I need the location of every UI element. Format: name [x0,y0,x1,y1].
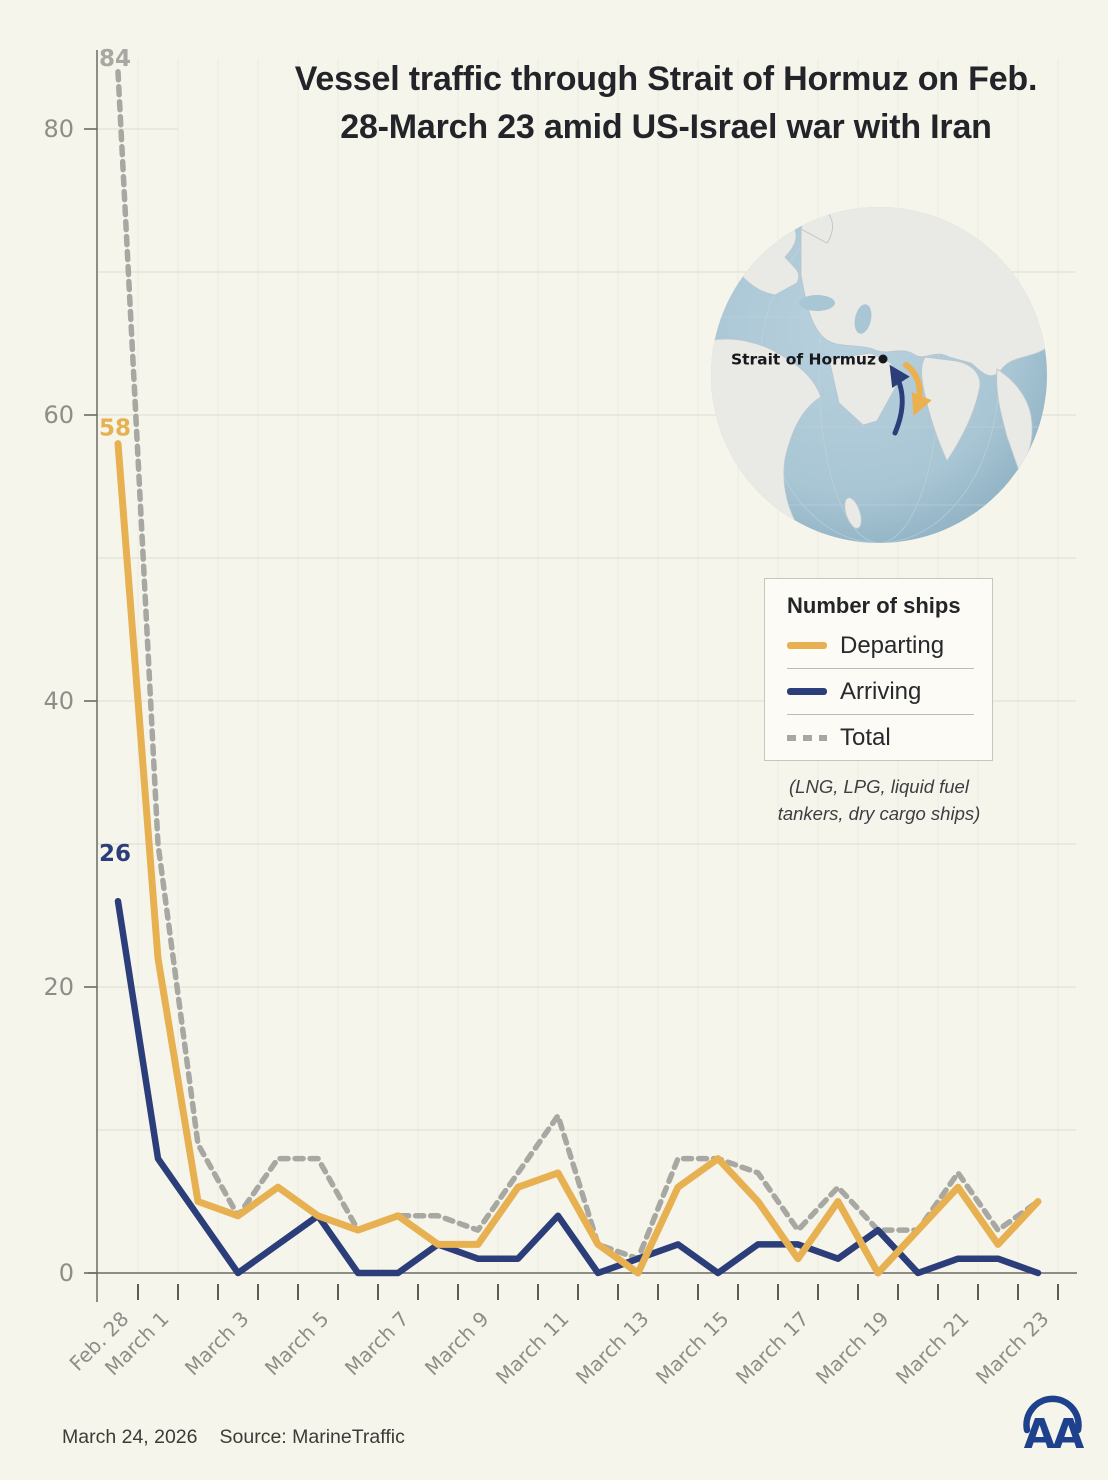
vessel-types-note: (LNG, LPG, liquid fuel tankers, dry carg… [777,776,981,824]
total-start-value: 84 [99,46,131,72]
x-tick-label: March 7 [340,1307,414,1381]
aa-logo-letters: AA [1024,1410,1085,1458]
y-tick-label: 80 [43,115,74,143]
y-tick-label: 40 [43,687,74,715]
page-title-line1: Vessel traffic through Strait of Hormuz … [294,60,1038,98]
y-tick-label: 60 [43,401,74,429]
strait-of-hormuz-label: Strait of Hormuz [731,351,876,369]
source-credit: Source: MarineTraffic [219,1426,405,1448]
x-tick-label: March 11 [491,1307,574,1390]
aa-logo-arc [1023,1395,1082,1434]
legend-item-total: Total [787,715,974,760]
legend-item-arriving: Arriving [787,669,974,715]
y-axis-ticks-labels: 0 20 40 60 80 [43,115,97,1287]
departing-swatch-icon [787,642,827,649]
departing-arrow [903,362,932,416]
arriving-swatch-icon [787,688,827,695]
x-tick-label: March 13 [571,1307,654,1390]
page-title-line2: 28-March 23 amid US-Israel war with Iran [340,108,992,146]
aa-logo: AA [1023,1395,1087,1458]
y-tick-label: 0 [59,1259,74,1287]
arriving-start-value: 26 [99,841,131,867]
x-tick-label: March 17 [731,1307,814,1390]
x-tick-label: March 15 [651,1307,734,1390]
departing-start-value: 58 [99,416,131,442]
land-madagascar [844,497,862,529]
publish-date: March 24, 2026 [62,1426,198,1448]
y-tick-label: 20 [43,973,74,1001]
total-swatch-icon [787,734,827,741]
legend-item-departing: Departing [787,623,974,669]
footer: March 24, 2026 Source: MarineTraffic [62,1426,405,1449]
x-tick-label: March 5 [260,1307,334,1381]
legend: Number of ships Departing Arriving Total [764,578,993,761]
land-india [921,356,981,462]
strait-location-dot [878,354,888,364]
x-tick-label: March 19 [811,1307,894,1390]
land-arabia [828,352,900,426]
horizontal-gridlines [97,128,1076,1131]
series-departing-line [114,440,1042,1277]
arriving-arrow [889,364,910,436]
series-total-line [115,69,1041,1262]
x-tick-label: March 9 [420,1307,494,1381]
caspian-sea [854,304,872,334]
x-tick-label: March 21 [891,1307,974,1390]
page-title: Vessel traffic through Strait of Hormuz … [225,55,1107,151]
legend-title: Number of ships [787,593,961,618]
world-globe-map: Strait of Hormuz [711,207,1047,543]
series-arriving-line [114,897,1042,1277]
axes [88,50,1077,1302]
x-tick-label: March 23 [971,1307,1054,1390]
start-value-annotations: 84 58 26 [99,46,131,867]
x-tick-label: March 3 [180,1307,254,1381]
black-sea [799,295,835,311]
